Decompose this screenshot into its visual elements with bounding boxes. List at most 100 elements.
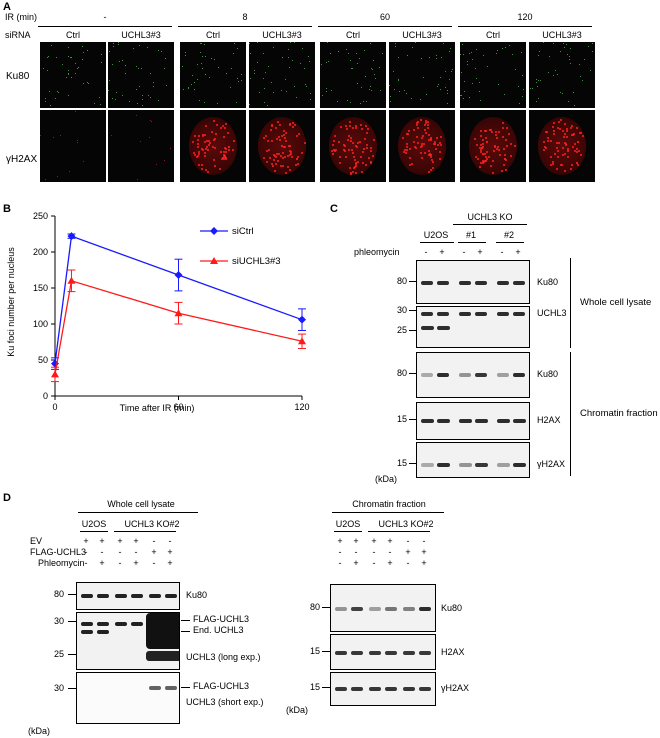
dr-sign-2-0: - (338, 558, 342, 568)
d-row-label-2: Phleomycin (38, 558, 85, 568)
kda-label-c: (kDa) (375, 474, 397, 484)
dl-sign-0-4: - (152, 536, 156, 546)
ku80-image-0 (40, 42, 106, 108)
dl-sign-0-2: + (117, 536, 123, 546)
point-0-2 (174, 271, 183, 280)
dr-name-0: Ku80 (441, 603, 463, 613)
ku80-image-3 (249, 42, 315, 108)
legend-entry-1: siUCHL3#3 (232, 256, 281, 267)
d-row-label-0: EV (30, 536, 43, 546)
dr-sign-0-2: + (371, 536, 377, 546)
dr-sign-2-3: + (387, 558, 393, 568)
sirna-col-7: UCHL3#3 (542, 30, 582, 40)
dr-sign-0-5: - (422, 536, 426, 546)
y-tick-2: 100 (33, 319, 48, 329)
point-1-3 (298, 337, 306, 345)
point-1-0 (51, 370, 59, 378)
dl-sign-1-4: + (151, 547, 157, 557)
ku80-image-2 (180, 42, 246, 108)
chromatin-fraction-label: Chromatin fraction (580, 408, 658, 419)
ku80-image-1 (108, 42, 174, 108)
c-mw-1-0: 30 (396, 305, 407, 315)
c-sign-5: + (515, 247, 521, 257)
dr-cell-u2os: U2OS (335, 519, 361, 529)
c-mw-1-1: 25 (396, 325, 407, 335)
dr-cell-ko2: UCHL3 KO#2 (378, 519, 434, 529)
c-row-name-1: UCHL3 (537, 308, 567, 318)
dl-blot-uchl3-long (76, 612, 180, 670)
ku80-image-6 (460, 42, 526, 108)
dr-sign-2-2: - (372, 558, 376, 568)
gh2ax-image-2 (180, 110, 246, 182)
ko-label: UCHL3 KO (467, 212, 513, 222)
dl-sign-2-5: + (167, 558, 173, 568)
dr-sign-1-4: + (405, 547, 411, 557)
series-line-1 (54, 279, 303, 375)
x-axis-label: Time after IR (min) (120, 403, 195, 413)
x-tick-1: 60 (173, 402, 183, 412)
dl-name-ku80: Ku80 (186, 590, 208, 600)
ku80-image-4 (320, 42, 386, 108)
dl-name-short: UCHL3 (short exp.) (186, 697, 264, 707)
dl-sign-1-3: - (134, 547, 138, 557)
dl-sign-2-2: - (118, 558, 122, 568)
gh2ax-image-4 (320, 110, 386, 182)
c-row-name-4: γH2AX (537, 459, 566, 469)
dr-sign-2-1: + (353, 558, 359, 568)
sirna-col-4: Ctrl (346, 30, 360, 40)
gh2ax-image-6 (460, 110, 526, 182)
dr-name-2: γH2AX (441, 683, 470, 693)
ir-group-2: 60 (379, 12, 390, 22)
dl-sign-1-2: - (118, 547, 122, 557)
c-sign-1: + (439, 247, 445, 257)
dl-sign-0-1: + (99, 536, 105, 546)
kda-label-d-right: (kDa) (286, 705, 308, 715)
ir-group-0: - (103, 12, 107, 22)
dr-sign-1-3: - (388, 547, 392, 557)
ku80-image-7 (529, 42, 595, 108)
dr-mw-2: 15 (309, 682, 320, 692)
d-wcl-title: Whole cell lysate (107, 499, 175, 509)
dr-sign-1-1: - (354, 547, 358, 557)
sirna-col-0: Ctrl (66, 30, 80, 40)
c-row-name-2: Ku80 (537, 369, 559, 379)
dl-cell-u2os: U2OS (81, 519, 107, 529)
dr-blot-2 (330, 672, 436, 706)
chart-series (51, 232, 306, 383)
panel-c-label: C (330, 203, 338, 215)
sirna-col-1: UCHL3#3 (121, 30, 161, 40)
ir-group-1: 8 (242, 12, 248, 22)
c-blot-4 (416, 442, 530, 478)
dr-sign-1-0: - (338, 547, 342, 557)
dl-sign-0-3: + (133, 536, 139, 546)
panel-b-label: B (3, 203, 11, 215)
cell-u2os: U2OS (423, 230, 449, 240)
dr-name-1: H2AX (441, 647, 465, 657)
dl-sign-2-0: - (84, 558, 88, 568)
dr-sign-0-4: - (406, 536, 410, 546)
row-label-gh2ax: γH2AX (6, 154, 38, 165)
y-axis-label: Ku foci number per nucleus (6, 247, 16, 357)
c-mw-3-0: 15 (396, 414, 407, 424)
gh2ax-image-3 (249, 110, 315, 182)
d-row-label-1: FLAG-UCHL3 (30, 547, 87, 557)
point-1-1 (67, 276, 76, 284)
phleomycin-label: phleomycin (354, 247, 400, 257)
c-sign-0: - (424, 247, 428, 257)
c-blot-2 (416, 352, 530, 398)
row-label-ku80: Ku80 (6, 71, 30, 82)
d-chrom-title: Chromatin fraction (352, 499, 426, 509)
dl-blot-uchl3-short (76, 672, 180, 724)
dr-blot-0 (330, 584, 436, 632)
dl-mw2-1: 25 (53, 649, 64, 659)
c-sign-4: - (500, 247, 504, 257)
dl-sign-0-0: + (83, 536, 89, 546)
y-tick-0: 0 (43, 391, 48, 401)
dl-cell-ko2: UCHL3 KO#2 (124, 519, 180, 529)
dl-name-end: End. UCHL3 (193, 625, 244, 635)
panel-a-label: A (3, 1, 11, 13)
dl-name-flag2: FLAG-UCHL3 (193, 681, 250, 691)
dr-sign-1-2: - (372, 547, 376, 557)
c-row-name-3: H2AX (537, 415, 561, 425)
ir-group-3: 120 (517, 12, 533, 22)
